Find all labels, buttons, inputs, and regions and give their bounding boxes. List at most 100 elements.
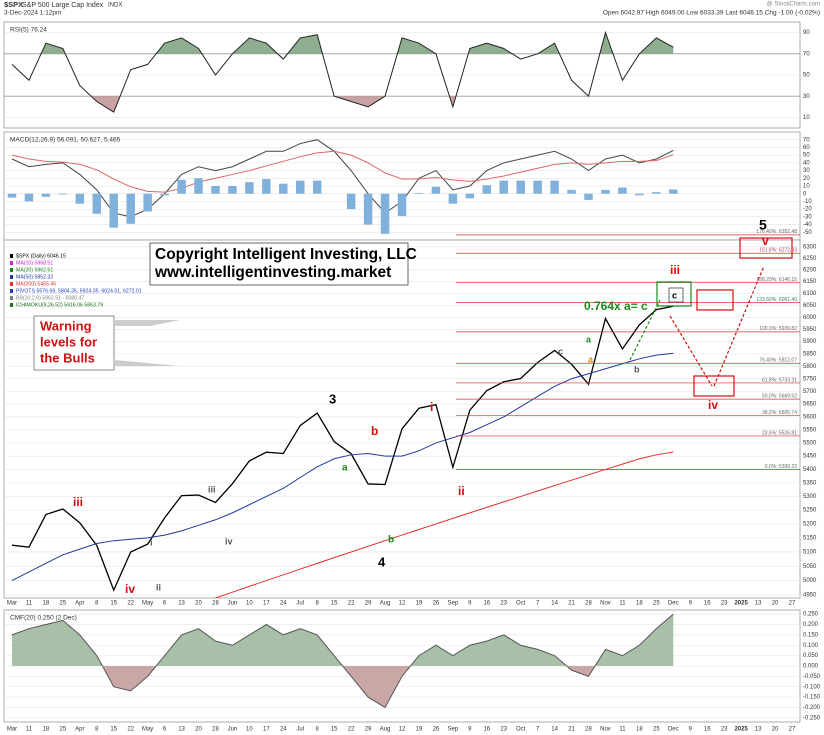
series-line xyxy=(11,352,674,582)
path-arrow xyxy=(713,265,765,387)
wave-label: iv xyxy=(708,398,718,412)
x-tick-label: 10 xyxy=(246,601,253,607)
x-tick-label: 24 xyxy=(280,601,287,607)
y-tick-label: 30 xyxy=(803,94,810,100)
histogram-bar xyxy=(296,180,305,194)
wave-label: i xyxy=(150,537,153,547)
histogram-bar xyxy=(550,180,559,194)
y-tick-label: 70 xyxy=(803,51,810,57)
wave-label: a xyxy=(342,463,348,474)
target-box xyxy=(696,289,734,311)
legend-swatch xyxy=(10,282,13,286)
date: 3-Dec-2024 1:12pm xyxy=(4,10,61,17)
y-tick-label: -10 xyxy=(803,199,812,205)
histogram-bar xyxy=(75,193,85,204)
y-tick-label: 70 xyxy=(803,137,810,143)
legend-entry: ICHIMOKU(9,26,52) 5916.06 5863.79 xyxy=(16,302,103,308)
histogram-bar xyxy=(652,192,661,194)
fib-label: 161.8%: 6272.03 xyxy=(759,248,797,254)
y-tick-label: -0.200 xyxy=(803,705,821,711)
wave-label: iii xyxy=(670,263,680,277)
target-box xyxy=(656,281,692,307)
warning-arrow xyxy=(114,360,180,366)
warning-text: Warning xyxy=(40,318,92,333)
histogram-bar xyxy=(397,193,407,217)
symbol: $SPX xyxy=(4,0,23,9)
x-tick-label: 28 xyxy=(585,601,592,607)
credit: @ StockCharts.com xyxy=(767,2,820,8)
x-tick-label: Dec xyxy=(668,727,679,733)
copyright: Copyright Intelligent Investing, LLC xyxy=(155,246,417,263)
y-tick-label: 5700 xyxy=(803,389,817,395)
y-tick-label: 6150 xyxy=(803,279,817,285)
x-tick-label: 25 xyxy=(60,601,67,607)
x-tick-label: Aug xyxy=(380,601,391,607)
series-group xyxy=(11,613,674,709)
y-tick-label: -0.100 xyxy=(803,684,821,690)
x-tick-label: Mar xyxy=(7,727,17,733)
x-tick-label: Aug xyxy=(380,727,391,733)
y-tick-label: 5550 xyxy=(803,427,817,433)
histogram-bar xyxy=(7,193,17,198)
website: www.intelligentinvesting.market xyxy=(154,264,391,281)
x-tick-label: Sep xyxy=(448,727,459,733)
x-tick-label: 20 xyxy=(772,601,779,607)
y-tick-label: 6050 xyxy=(803,303,817,309)
histogram-bar xyxy=(160,193,169,196)
wave-label: 5 xyxy=(759,217,767,233)
x-tick-label: 13 xyxy=(178,601,185,607)
x-tick-label: Oct xyxy=(516,727,526,733)
panel-title: RSI(5) 76.24 xyxy=(10,27,47,34)
wave-label: c xyxy=(558,346,563,356)
series-line xyxy=(11,613,674,709)
histogram-bar xyxy=(414,192,424,194)
legend-entry: MA(10) 5968.51 xyxy=(16,260,53,266)
x-tick-label: 2025 xyxy=(734,727,748,733)
wave-label: i xyxy=(430,400,433,414)
x-tick-label: 8 xyxy=(95,727,99,733)
series-line xyxy=(11,30,674,113)
legend-entry: MA(50) 5852.32 xyxy=(16,274,53,280)
x-tick-label: 11 xyxy=(619,727,626,733)
x-tick-label: 28 xyxy=(212,601,219,607)
x-tick-label: 26 xyxy=(433,727,440,733)
y-tick-label: 0 xyxy=(803,191,807,197)
y-tick-label: 10 xyxy=(803,184,810,190)
y-tick-label: 0.150 xyxy=(803,632,819,638)
index-name: S&P 500 Large Cap Index xyxy=(22,2,104,9)
series-line xyxy=(11,305,674,592)
x-tick-label: 12 xyxy=(399,727,406,733)
x-tick-label: 8 xyxy=(95,601,99,607)
fib-label: 50.0%: 5669.52 xyxy=(762,393,797,399)
wave-label: b xyxy=(371,424,378,438)
quote: Open 6042.97 High 6049.00 Low 6033.39 La… xyxy=(603,10,820,17)
x-tick-label: Jun xyxy=(228,727,238,733)
y-tick-label: 5500 xyxy=(803,441,817,447)
warning-text: the Bulls xyxy=(40,350,95,365)
legend-entry: PIVOTS 5576.69, 5804.35, 5924.35, 6024.5… xyxy=(16,288,142,294)
histogram-bar xyxy=(635,193,644,196)
x-tick-label: 29 xyxy=(365,601,372,607)
warning-arrow xyxy=(114,320,180,326)
legend-entry: MA(20) 5962.51 xyxy=(16,267,53,273)
x-tick-label: Sep xyxy=(448,601,459,607)
fib-label: 176.40%: 6352.48 xyxy=(756,229,797,235)
y-tick-label: -0.250 xyxy=(803,715,821,721)
x-tick-label: 11 xyxy=(26,727,33,733)
histogram-bar xyxy=(380,193,390,234)
fib-label: 23.6%: 5526.81 xyxy=(762,430,797,436)
x-tick-label: 18 xyxy=(636,601,643,607)
y-tick-label: 10 xyxy=(803,115,810,121)
wave-label: 3 xyxy=(329,391,336,406)
legend-swatch xyxy=(10,261,13,265)
histogram-bar xyxy=(567,189,576,194)
histogram-bar xyxy=(41,193,51,197)
x-tick-label: 9 xyxy=(468,727,472,733)
x-tick-label: 21 xyxy=(568,601,575,607)
x-tick-label: 17 xyxy=(263,727,270,733)
wave-label: 4 xyxy=(378,554,386,569)
x-tick-label: 16 xyxy=(483,601,490,607)
warning-box xyxy=(33,315,115,371)
warning-text: levels for xyxy=(40,334,97,349)
fib-label: 38.2%: 5605.74 xyxy=(762,410,797,416)
